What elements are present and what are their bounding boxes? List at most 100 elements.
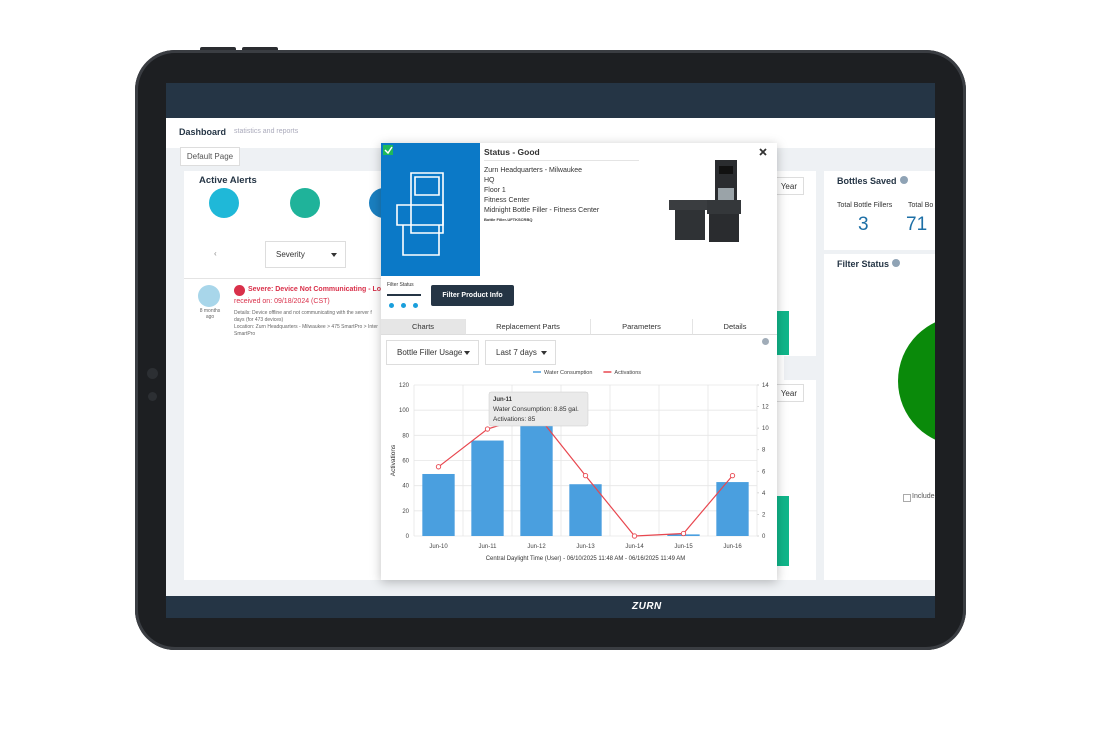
alert-detail: Location: Zurn Headquarters - Milwaukee … bbox=[234, 324, 378, 330]
tooltip-box bbox=[488, 391, 589, 427]
fillers-label: Total Bottle Fillers bbox=[837, 202, 893, 209]
alert-age: 8 months ago bbox=[199, 308, 221, 320]
pie-decor bbox=[898, 316, 935, 446]
tab[interactable]: Replacement Parts bbox=[466, 319, 591, 335]
y-tick-label: 60 bbox=[402, 459, 409, 465]
alert-icon[interactable] bbox=[290, 188, 320, 218]
location-line: Floor 1 bbox=[484, 187, 506, 194]
bottles-title: Bottles Saved bbox=[837, 176, 897, 186]
y-tick-label: 80 bbox=[402, 433, 409, 439]
tab[interactable]: Charts bbox=[381, 319, 466, 335]
bar bbox=[569, 484, 602, 536]
page-title: Dashboard bbox=[179, 127, 227, 137]
filter-title: Filter Status bbox=[837, 259, 890, 269]
point bbox=[484, 426, 491, 432]
alerts-title: Active Alerts bbox=[199, 175, 257, 186]
y-tick-label: 20 bbox=[402, 509, 409, 515]
point bbox=[631, 533, 638, 539]
device-image bbox=[381, 143, 480, 276]
range-dropdown[interactable]: Last 7 days bbox=[485, 340, 556, 365]
dot bbox=[413, 303, 418, 308]
y2-tick-label: 6 bbox=[762, 469, 766, 475]
alert-detail: SmartPro bbox=[234, 331, 256, 337]
y2-tick-label: 8 bbox=[762, 448, 766, 454]
y-tick-label: 0 bbox=[406, 534, 410, 540]
bar bbox=[422, 473, 455, 536]
y-tick-label: 100 bbox=[399, 408, 410, 414]
y2-tick-label: 4 bbox=[762, 491, 766, 497]
info-icon[interactable] bbox=[900, 176, 908, 184]
bar bbox=[520, 424, 553, 536]
checkbox[interactable] bbox=[903, 494, 911, 502]
dot bbox=[389, 303, 394, 308]
y-tick-label: 120 bbox=[399, 383, 410, 389]
severity-label: Severity bbox=[276, 250, 305, 259]
filter-bar bbox=[387, 294, 421, 296]
y2-tick-label: 12 bbox=[762, 405, 769, 411]
top-bar bbox=[166, 83, 935, 118]
dropdown-label: Last 7 days bbox=[496, 348, 537, 357]
include-label: Include bbox=[912, 493, 935, 500]
location-line: Fitness Center bbox=[484, 197, 530, 204]
y2-tick-label: 10 bbox=[762, 426, 769, 432]
severe-icon bbox=[234, 285, 245, 296]
x-tick-label: Jun-10 bbox=[429, 544, 448, 550]
y-axis-title: Activations bbox=[390, 444, 397, 476]
y-tick-label: 40 bbox=[402, 484, 409, 490]
prev-arrow[interactable]: ‹ bbox=[214, 249, 217, 258]
legend-label: Water Consumption bbox=[544, 370, 592, 376]
point bbox=[582, 472, 589, 479]
product-image bbox=[669, 160, 741, 242]
tablet-button bbox=[200, 47, 236, 52]
location-line: HQ bbox=[484, 177, 495, 184]
fillers-value: 3 bbox=[858, 214, 869, 235]
footer-logo: ZURN bbox=[632, 601, 662, 612]
default-page-button[interactable]: Default Page bbox=[180, 147, 240, 166]
x-tick-label: Jun-14 bbox=[625, 544, 644, 550]
alert-detail: Details: Device offline and not communic… bbox=[234, 310, 372, 316]
x-tick-label: Jun-11 bbox=[479, 544, 498, 550]
x-axis-title: Central Daylight Time (User) - 06/10/202… bbox=[486, 556, 686, 562]
chart-type-dropdown[interactable]: Bottle Filler Usage bbox=[386, 340, 479, 365]
x-tick-label: Jun-13 bbox=[576, 544, 595, 550]
dropdown-label: Bottle Filler Usage bbox=[397, 348, 463, 357]
bar-decor bbox=[775, 496, 789, 566]
close-button[interactable] bbox=[759, 148, 767, 156]
x-tick-label: Jun-15 bbox=[674, 544, 693, 550]
filter-panel: Filter Status Include bbox=[824, 254, 935, 580]
dot bbox=[401, 303, 406, 308]
location-line: Zurn Headquarters - Milwaukee bbox=[484, 167, 583, 174]
device-id: Bottle Filler-UFTKSCRBQ bbox=[484, 217, 533, 222]
tooltip-line: Activations: 85 bbox=[493, 416, 536, 423]
info-icon[interactable] bbox=[892, 259, 900, 267]
tooltip-title: Jun-11 bbox=[493, 397, 513, 403]
point bbox=[435, 464, 442, 470]
x-tick-label: Jun-16 bbox=[723, 544, 742, 550]
alert-icon[interactable] bbox=[209, 188, 239, 218]
filter-info-button[interactable]: Filter Product Info bbox=[431, 285, 514, 306]
location-line: Midnight Bottle Filler - Fitness Center bbox=[484, 207, 600, 214]
point bbox=[729, 472, 736, 479]
y2-tick-label: 2 bbox=[762, 512, 766, 518]
bottles-panel: Bottles Saved Total Bottle Fillers Total… bbox=[824, 171, 935, 250]
bar bbox=[716, 482, 749, 536]
device-modal: Status - Good Zurn Headquarters - Milwau… bbox=[381, 143, 777, 580]
divider bbox=[484, 160, 639, 161]
x-tick-label: Jun-12 bbox=[527, 544, 546, 550]
tab[interactable]: Parameters bbox=[591, 319, 693, 335]
y2-tick-label: 0 bbox=[762, 534, 766, 540]
filter-status-label: Filter Status bbox=[387, 282, 414, 288]
screen: Dashboard statistics and reports Default… bbox=[166, 83, 935, 618]
severity-dropdown[interactable]: Severity bbox=[265, 241, 346, 268]
alert-detail: days (for 473 devices) bbox=[234, 317, 284, 323]
bottles-value: 71 bbox=[906, 214, 928, 235]
y2-tick-label: 14 bbox=[762, 383, 769, 389]
info-icon[interactable] bbox=[762, 338, 769, 345]
alert-received: received on: 09/18/2024 (CST) bbox=[234, 298, 330, 305]
bar-decor bbox=[775, 311, 789, 355]
bar bbox=[471, 440, 504, 536]
device-icon bbox=[198, 285, 220, 307]
tab[interactable]: Details bbox=[693, 319, 777, 335]
point bbox=[680, 530, 687, 537]
